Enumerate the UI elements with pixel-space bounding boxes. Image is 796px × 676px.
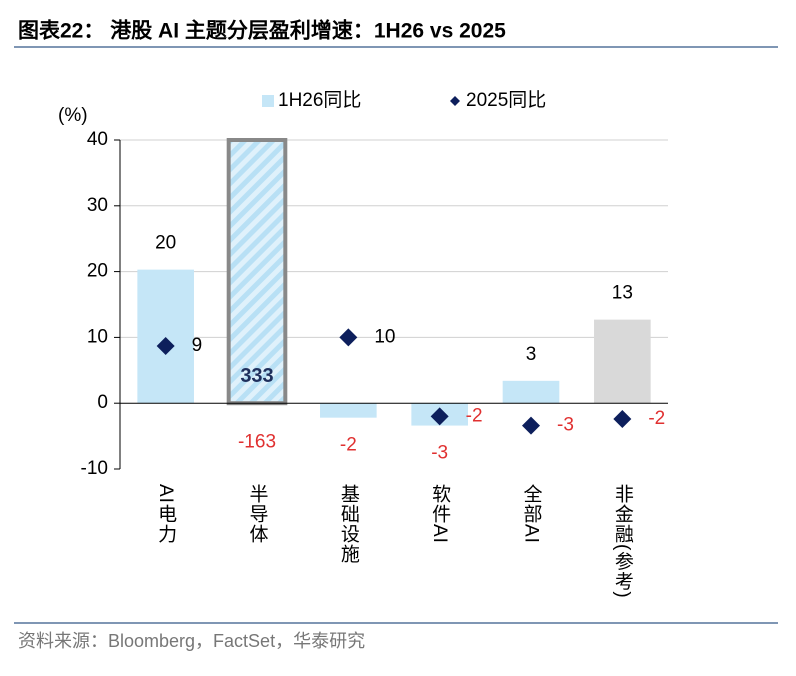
y-tick-label: -10: [81, 458, 108, 479]
bar-value-label: -3: [431, 443, 448, 464]
bar-value-label: 3: [526, 344, 537, 365]
chart-title: 图表22： 港股 AI 主题分层盈利增速：1H26 vs 2025: [18, 19, 506, 43]
diamond-marker: [339, 328, 358, 347]
y-tick-label: 0: [97, 392, 108, 413]
y-tick-label: 40: [87, 129, 108, 150]
diamond-marker: [613, 409, 632, 428]
legend-label: 1H26同比: [278, 89, 361, 111]
diamond-marker: [522, 416, 540, 435]
bar-value-label: 20: [155, 233, 176, 254]
bar: [594, 319, 651, 404]
diamond-marker: [430, 407, 449, 426]
bar-value-label: 333: [240, 365, 273, 387]
point-value-label: 10: [374, 326, 395, 347]
point-value-label: -163: [238, 432, 276, 453]
x-tick-label: 非金融(参考): [612, 484, 634, 599]
bar: [137, 269, 194, 404]
bar-value-label: -2: [340, 435, 357, 456]
x-tick-label: 全部AI: [521, 484, 543, 544]
legend-swatch: [262, 95, 274, 107]
bar: [320, 403, 377, 418]
y-tick-label: 20: [87, 261, 108, 282]
bar: [502, 380, 560, 404]
bar: [226, 138, 288, 406]
point-value-label: -2: [466, 405, 483, 426]
source: 资料来源：Bloomberg，FactSet，华泰研究: [18, 631, 365, 651]
y-tick-label: 30: [87, 195, 108, 216]
x-tick-label: AI电力: [155, 484, 176, 544]
point-value-label: -3: [557, 415, 574, 436]
point-value-label: -2: [648, 408, 665, 429]
legend-swatch: [450, 96, 460, 106]
x-tick-label: 软件AI: [429, 484, 451, 544]
diamond-marker: [156, 336, 175, 355]
y-tick-label: 10: [87, 326, 108, 347]
x-tick-label: 半导体: [247, 484, 269, 544]
point-value-label: 9: [192, 335, 203, 356]
x-tick-label: 基础设施: [338, 484, 360, 564]
bar-value-label: 13: [612, 283, 633, 304]
legend-label: 2025同比: [466, 89, 546, 111]
y-axis-label: (%): [58, 105, 88, 126]
